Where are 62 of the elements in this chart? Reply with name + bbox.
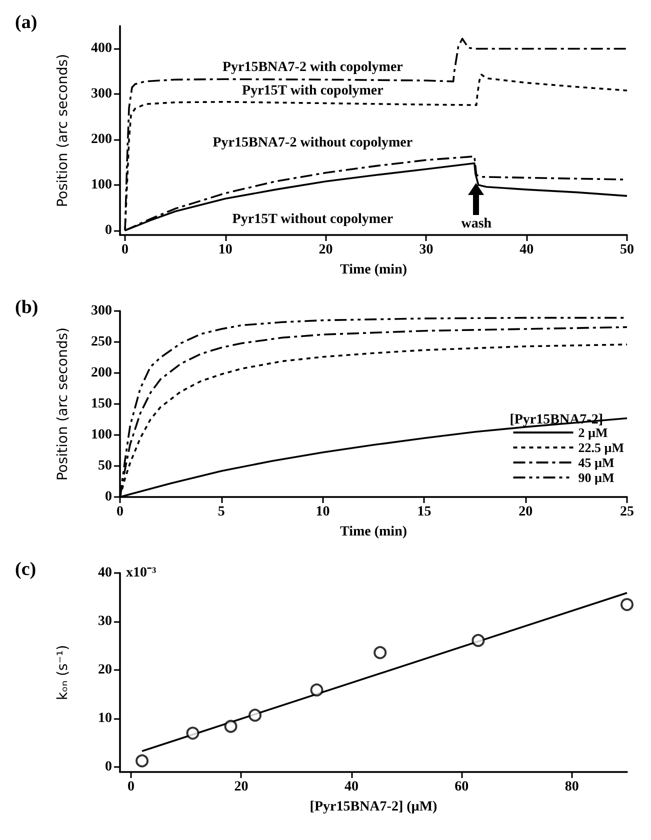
point (186, 726, 200, 740)
y-tick-label: 0 (105, 760, 112, 775)
point (310, 683, 324, 696)
y-tick-label: 250 (91, 334, 112, 350)
y-tick-label: 300 (91, 86, 112, 102)
point (136, 754, 149, 768)
y-tick-label: 200 (91, 366, 112, 380)
x-axis-title: Time (min) (340, 262, 408, 278)
series-label: Pyr15BNA7-2 with copolymer (222, 60, 403, 76)
point (472, 634, 485, 647)
y-tick-label: 40 (98, 566, 112, 580)
point (374, 646, 387, 660)
y-tick-label: 300 (91, 304, 112, 318)
legend-label: 2 µM (578, 425, 608, 440)
x-tick-label: 15 (417, 504, 432, 520)
point (620, 598, 634, 612)
y-tick-label: 50 (98, 458, 112, 474)
y-tick-label: 30 (98, 614, 112, 630)
y-tick-label: 20 (98, 662, 112, 678)
y-tick-label: 150 (91, 396, 112, 412)
y-axis-title: Position (arc seconds) (55, 327, 71, 481)
legend-label: 22.5 µM (578, 440, 624, 455)
series-label: Pyr15T without copolymer (232, 212, 394, 227)
y-tick-label: 0 (105, 222, 112, 238)
chart-title: (b) (15, 297, 38, 318)
x-tick-label: 20 (518, 504, 533, 520)
x-axis-title: [Pyr15BNA7-2] (µM) (310, 800, 438, 814)
series-label: Pyr15BNA7-2 without copolymer (212, 135, 413, 150)
y-tick-label: 10 (98, 711, 112, 726)
y-tick-label: 100 (91, 428, 112, 442)
legend-label: 45 µM (578, 455, 614, 470)
y-tick-label: 0 (105, 490, 112, 504)
y-axis-title: Position (arc seconds) (55, 54, 71, 208)
x-tick-label: 5 (218, 504, 225, 520)
x-tick-label: 0 (122, 242, 129, 258)
y-tick-label: 100 (91, 178, 112, 193)
chart-title: (c) (15, 559, 36, 580)
chart-title: (a) (15, 12, 38, 33)
x-tick-label: 10 (316, 504, 330, 520)
legend-title: [Pyr15BNA7-2] (510, 412, 603, 428)
x-tick-label: 20 (234, 780, 248, 794)
y-tick-label: 200 (91, 132, 112, 148)
x-axis-title: Time (min) (340, 524, 408, 540)
x-tick-label: 0 (128, 780, 135, 794)
x-tick-label: 20 (318, 242, 333, 258)
point (248, 708, 262, 722)
x-tick-label: 30 (419, 242, 434, 258)
series-label: Pyr15T with copolymer (242, 84, 384, 99)
x-tick-label: 60 (454, 780, 469, 794)
annotation: x10⁻³ (126, 566, 156, 580)
x-tick-label: 25 (620, 504, 634, 520)
y-tick-label: 400 (91, 41, 112, 56)
x-tick-label: 80 (564, 780, 579, 794)
y-axis-title: kₒₙ (s⁻¹) (55, 644, 71, 700)
point (224, 720, 238, 733)
x-tick-label: 0 (116, 504, 124, 520)
annotation: wash (461, 216, 492, 232)
x-tick-label: 40 (344, 780, 358, 794)
legend-label: 90 µM (578, 470, 614, 485)
x-tick-label: 50 (620, 242, 634, 258)
x-tick-label: 40 (520, 242, 534, 258)
x-tick-label: 10 (218, 242, 232, 258)
